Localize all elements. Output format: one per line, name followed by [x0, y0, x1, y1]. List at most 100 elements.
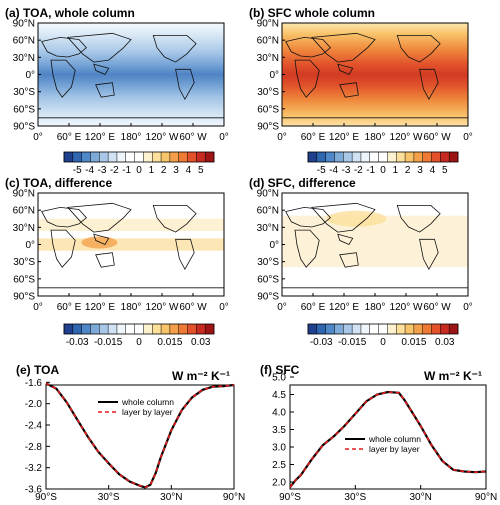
colorbar-swatch: [108, 152, 118, 162]
lon-tick-label: 0°: [33, 132, 43, 143]
colorbar-swatch: [413, 324, 423, 334]
y-tick-label: -3.6: [25, 485, 43, 496]
colorbar-label: 0: [380, 337, 386, 348]
coastline-1: [50, 59, 76, 98]
colorbar-label: -1: [366, 165, 375, 176]
legend-label-whole-column: whole column: [121, 397, 174, 407]
colorbar-frame: [63, 151, 215, 163]
coastline-3: [93, 63, 110, 76]
lat-tick-label: 90°N: [257, 189, 279, 200]
lat-tick-label: 90°N: [13, 19, 35, 30]
colorbar-frame: [307, 151, 459, 163]
plot-frame-f: [289, 384, 487, 490]
y-tick-label: -2.8: [25, 442, 43, 453]
colorbar-swatch: [369, 152, 379, 162]
lon-tick-label: 120° E: [85, 302, 115, 313]
lat-tick-label: 90°N: [13, 189, 35, 200]
colorbar-swatch: [152, 152, 162, 162]
coastline-6: [175, 68, 195, 101]
line-chart-f: (f) SFC W m⁻² K⁻¹ 5.0 4.5 4.0 3.5 3.0 2.5 2.0 90°…: [260, 363, 497, 503]
lat-tick-label: 90°S: [257, 292, 279, 303]
colorbar-swatch: [125, 152, 135, 162]
coastline-2: [66, 202, 132, 233]
coastline-6: [175, 238, 195, 271]
colorbar-label: 0.03: [435, 337, 455, 348]
map-field-a: [38, 23, 224, 126]
lon-tick-label: 60° E: [57, 132, 82, 143]
coastline-3: [337, 233, 354, 246]
y-tick-label: -1.6: [25, 378, 43, 389]
coastline-5: [152, 35, 197, 63]
lon-tick-label: 60° W: [179, 302, 207, 313]
colorbar-label: 5: [198, 165, 204, 176]
colorbar-swatch: [196, 152, 206, 162]
colorbar-label: -2: [354, 165, 363, 176]
colorbar-swatch: [413, 152, 423, 162]
x-tick-label: 90°N: [475, 492, 497, 500]
colorbar-swatch: [308, 152, 318, 162]
colorbar-label: 0.03: [191, 337, 211, 348]
colorbar-label: -1: [122, 165, 131, 176]
coastline-0: [285, 206, 331, 228]
colorbar-swatch: [449, 324, 459, 334]
y-tick-label: -2.4: [25, 421, 43, 432]
colorbar-frame: [307, 323, 459, 335]
lat-tick-label: 30°S: [13, 87, 35, 98]
y-tick-label: 3.5: [272, 425, 286, 436]
coastline-1: [50, 229, 76, 268]
colorbar-label: 0: [136, 337, 142, 348]
y-tick-label: 5.0: [272, 373, 286, 384]
y-tick-label: 4.5: [272, 390, 286, 401]
panel-title-d: (d) SFC, difference: [249, 176, 356, 190]
lat-tick-label: 60°N: [13, 206, 35, 217]
colorbar-swatch: [81, 324, 91, 334]
series-line-layer-by-layer: [45, 382, 235, 489]
colorbar-swatch: [316, 152, 326, 162]
coastline-4: [95, 252, 115, 268]
line-chart-e: (e) TOA W m⁻² K⁻¹ -1.6 -2.0 -2.4 -2.8 -3.2 -3.6…: [16, 363, 245, 503]
lat-tick-label: 90°S: [13, 122, 35, 133]
lon-tick-label: 180°: [365, 132, 386, 143]
colorbar-swatch: [431, 324, 441, 334]
colorbar-frame: [63, 323, 215, 335]
y-tick-label: 4.0: [272, 408, 286, 419]
colorbar-label: -5: [317, 165, 326, 176]
colorbar-swatch: [369, 324, 379, 334]
colorbar-label: 5: [442, 165, 448, 176]
y-tick-label: 3.0: [272, 443, 286, 454]
coastline-4: [95, 82, 115, 98]
colorbar-swatch: [134, 324, 144, 334]
colorbar-label: 1: [149, 165, 155, 176]
colorbar-label: -5: [73, 165, 82, 176]
colorbar-swatch: [308, 324, 318, 334]
colorbar-swatch: [205, 152, 215, 162]
colorbar-swatch: [405, 324, 415, 334]
lon-tick-label: 60° E: [301, 132, 326, 143]
lon-tick-label: 120° E: [329, 132, 359, 143]
lon-tick-label: 180°: [365, 302, 386, 313]
lon-tick-label: 120° E: [85, 132, 115, 143]
colorbar-swatch: [316, 324, 326, 334]
lon-tick-label: 60° E: [57, 302, 82, 313]
x-tick-label: 90°S: [279, 492, 301, 500]
coastline-4: [339, 252, 359, 268]
chart-units-e: W m⁻² K⁻¹: [172, 369, 230, 383]
coastline-5: [396, 35, 441, 63]
coastline-1: [294, 59, 320, 98]
lon-tick-label: 60° W: [179, 132, 207, 143]
colorbar-swatch: [378, 152, 388, 162]
colorbar-swatch: [325, 324, 335, 334]
lat-tick-label: 0°: [25, 70, 35, 81]
colorbar-label: 3: [417, 165, 423, 176]
colorbar-label: 3: [173, 165, 179, 176]
colorbar-label: 2: [405, 165, 411, 176]
colorbar-label: 4: [186, 165, 192, 176]
colorbar-b: -5 -4 -3 -2 -1 0 1 2 3 4 5: [307, 151, 459, 176]
lat-tick-label: 60°S: [13, 274, 35, 285]
lat-tick-label: 60°N: [13, 36, 35, 47]
lon-tick-label: 0°: [277, 132, 287, 143]
colorbar-swatch: [143, 152, 153, 162]
lat-tick-label: 30°N: [257, 223, 279, 234]
